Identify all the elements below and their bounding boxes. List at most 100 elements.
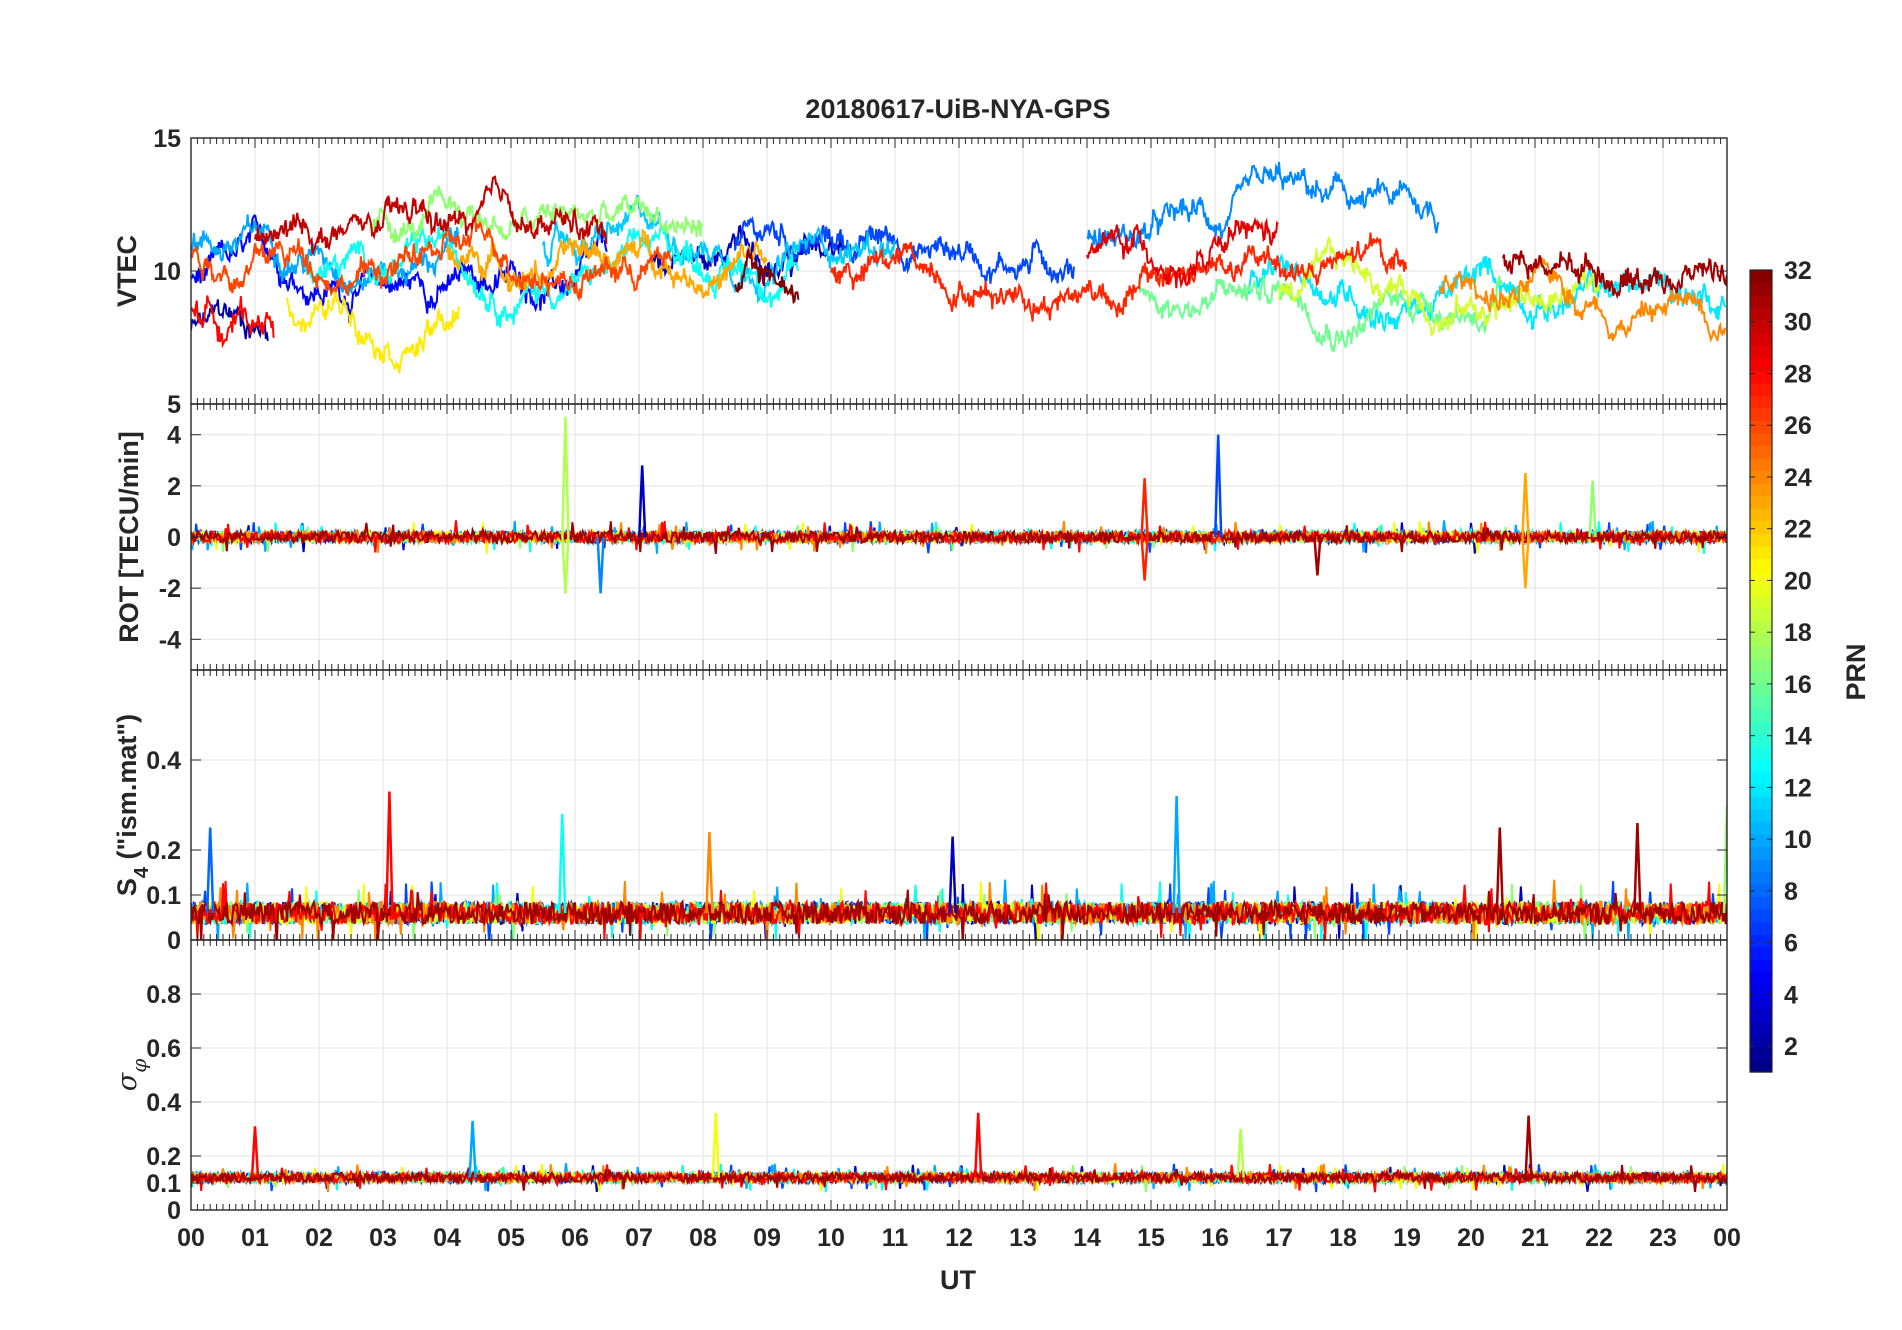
y-axis-title-subscript: φ	[127, 1059, 151, 1073]
x-tick-label: 00	[1713, 1224, 1741, 1252]
y-tick-label: 0	[167, 524, 181, 552]
spike-prn-24	[705, 831, 714, 914]
series-line-prn-29	[1086, 216, 1279, 289]
colorbar-segment	[1750, 432, 1772, 447]
series-line-prn-21	[286, 287, 460, 374]
colorbar-segment	[1750, 971, 1772, 985]
colorbar-segment	[1750, 683, 1772, 697]
panel-data	[191, 791, 1727, 940]
colorbar-segment	[1750, 483, 1772, 497]
colorbar-segment	[1750, 295, 1772, 309]
colorbar-segment	[1750, 871, 1772, 885]
spike-prn-27	[1140, 478, 1149, 538]
series-line-prn-24	[1438, 256, 1727, 343]
spike-prn-10	[468, 1120, 477, 1178]
colorbar-segment	[1750, 533, 1772, 547]
x-tick-label: 18	[1329, 1224, 1357, 1252]
series-line-prn-9	[1086, 161, 1440, 250]
y-axis-title: σφ	[112, 1059, 151, 1091]
colorbar-tick-label: 18	[1784, 619, 1812, 647]
colorbar-segment	[1750, 420, 1772, 434]
y-tick-label: -2	[159, 575, 181, 603]
y-tick-label: 0.2	[146, 1143, 181, 1171]
colorbar-segment	[1750, 833, 1772, 848]
colorbar-segment	[1750, 909, 1772, 923]
x-tick-label: 12	[945, 1224, 973, 1252]
y-tick-label: 2	[167, 473, 181, 501]
colorbar-segment	[1750, 357, 1772, 371]
spike-prn-13	[557, 813, 567, 914]
series-line-prn-10	[191, 214, 460, 296]
series-line-prn-31	[191, 889, 1727, 940]
spike-prn-31	[1633, 822, 1642, 914]
x-tick-label: 20	[1457, 1224, 1485, 1252]
colorbar-segment	[1750, 395, 1772, 409]
colorbar-segment	[1750, 846, 1772, 860]
colorbar-tick-label: 30	[1784, 309, 1812, 337]
colorbar-segment	[1750, 445, 1772, 459]
x-tick-label: 11	[882, 1224, 909, 1252]
x-tick-label: 15	[1137, 1224, 1165, 1252]
colorbar-segment	[1750, 407, 1772, 421]
colorbar-segment	[1750, 608, 1772, 622]
colorbar-segment	[1750, 645, 1772, 660]
spike-prn-20	[711, 1112, 721, 1178]
y-tick-label: 0.1	[146, 882, 181, 910]
spike-prn-23	[1521, 472, 1530, 538]
colorbar-segment	[1750, 1021, 1772, 1036]
colorbar-segment	[1750, 1009, 1772, 1023]
series-line-prn-30	[254, 175, 608, 255]
colorbar-tick-label: 12	[1784, 774, 1812, 802]
colorbar-tick-label: 10	[1784, 826, 1812, 854]
colorbar-segment	[1750, 282, 1772, 296]
y-tick-label: 4	[167, 422, 181, 450]
colorbar-segment	[1750, 370, 1772, 384]
colorbar-segment	[1750, 858, 1772, 873]
colorbar-segment	[1750, 658, 1772, 672]
colorbar-segment	[1750, 934, 1772, 948]
colorbar-segment	[1750, 558, 1772, 572]
colorbar-tick-label: 20	[1784, 567, 1812, 595]
series-line-prn-26	[191, 215, 672, 302]
x-tick-label: 06	[561, 1224, 589, 1252]
colorbar-segment	[1750, 595, 1772, 609]
spike-prn-3	[637, 465, 647, 538]
spike-prn-9	[596, 536, 605, 594]
x-tick-label: 02	[305, 1224, 333, 1252]
colorbar-segment	[1750, 570, 1772, 584]
y-tick-label: 0	[167, 1197, 181, 1225]
x-tick-label: 19	[1393, 1224, 1421, 1252]
colorbar-segment	[1750, 783, 1772, 797]
y-tick-label: -4	[159, 626, 181, 654]
colorbar-segment	[1750, 307, 1772, 321]
x-tick-label: 04	[433, 1224, 461, 1252]
colorbar-segment	[1750, 508, 1772, 522]
spike-prn-18	[1236, 1128, 1245, 1178]
y-tick-label: 10	[153, 258, 181, 286]
spike-prn-28	[973, 1112, 983, 1178]
x-axis: 00 01 02 03 04 05 06 07 08 09 10 11 12 13 14 15 16 17 18 19…	[177, 1224, 1741, 1252]
panel-4: 00.10.2 0.4 0.6 0.8 σφ	[112, 939, 1728, 1225]
colorbar-segment	[1750, 320, 1772, 334]
x-tick-label: 23	[1649, 1224, 1677, 1252]
y-axis-title-rest: ("ism.mat")	[112, 714, 142, 867]
series-line-prn-7	[734, 216, 1075, 285]
x-tick-label: 01	[241, 1224, 269, 1252]
colorbar-segment	[1750, 583, 1772, 597]
colorbar-segment	[1750, 633, 1772, 647]
x-tick-label: 10	[817, 1224, 845, 1252]
y-axis-title: ROT [TECU/min]	[114, 431, 144, 642]
colorbar-segment	[1750, 796, 1772, 810]
colorbar-tick-label: 14	[1784, 723, 1812, 751]
y-tick-label: 0.4	[146, 1089, 181, 1117]
x-tick-label: 22	[1585, 1224, 1613, 1252]
colorbar-segment	[1750, 746, 1772, 760]
colorbar-frame	[1749, 269, 1773, 1073]
series-line-prn-31	[191, 1165, 1727, 1193]
colorbar-segment	[1750, 696, 1772, 710]
spike-prn-31	[1313, 536, 1322, 576]
y-axis-title-main: σ	[112, 1071, 143, 1091]
